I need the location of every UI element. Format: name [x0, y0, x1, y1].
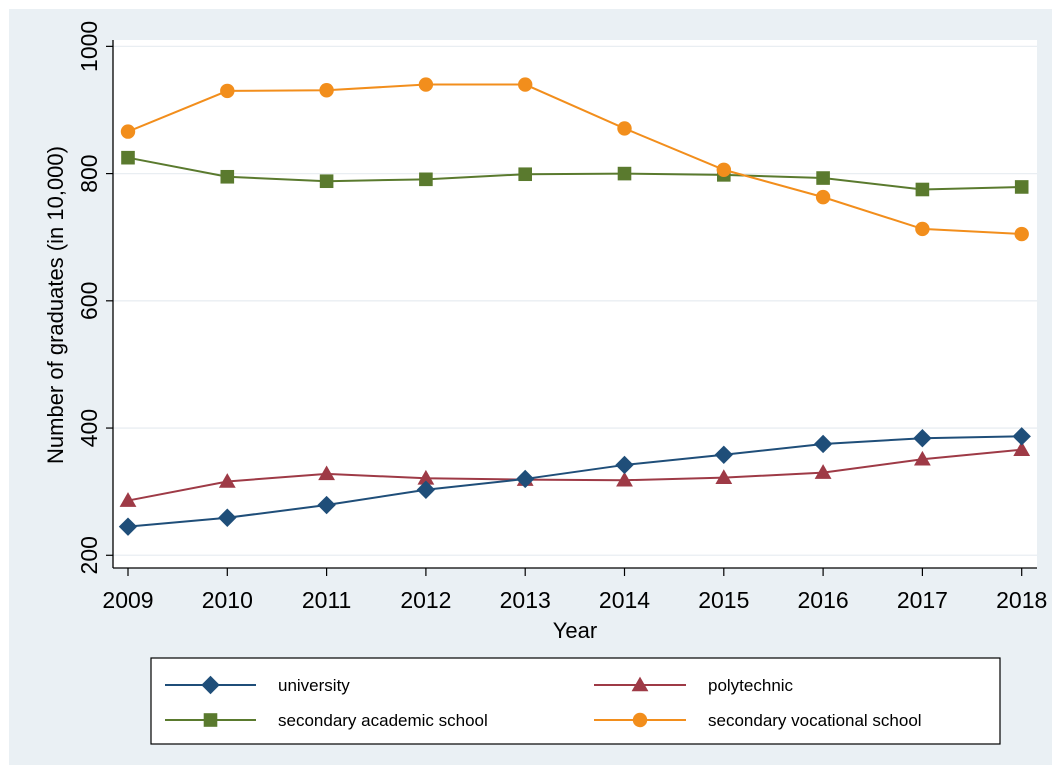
x-tick-label: 2017 — [897, 587, 948, 613]
series-secondary-vocational-school — [120, 77, 1029, 242]
y-tick-label: 400 — [76, 409, 102, 447]
data-point-university — [615, 455, 634, 475]
legend-label: university — [278, 676, 350, 695]
legend-item-secondary-academic-school: secondary academic school — [165, 711, 488, 730]
legend-item-secondary-vocational-school: secondary vocational school — [594, 711, 922, 730]
data-point-university — [118, 517, 138, 536]
data-point-polytechnic — [616, 471, 633, 487]
data-point-polytechnic — [417, 469, 435, 485]
y-tick-label: 200 — [76, 536, 102, 574]
legend-marker — [203, 713, 218, 727]
x-axis-title: Year — [553, 618, 597, 643]
data-point-secondary-academic-school — [220, 169, 235, 184]
data-point-secondary-vocational-school — [418, 77, 434, 92]
series-line-secondary-academic-school — [127, 156, 1022, 191]
data-point-secondary-vocational-school — [617, 121, 632, 136]
data-point-university — [913, 429, 932, 448]
series-line-polytechnic — [127, 448, 1022, 502]
series-layer — [118, 77, 1031, 536]
legend-label: polytechnic — [708, 676, 794, 695]
data-point-secondary-vocational-school — [1014, 226, 1029, 242]
data-point-polytechnic — [814, 464, 832, 479]
series-polytechnic — [119, 441, 1031, 507]
y-tick-label: 600 — [76, 282, 102, 320]
data-point-polytechnic — [1013, 441, 1031, 456]
x-tick-label: 2010 — [202, 587, 253, 613]
data-point-university — [714, 445, 733, 464]
legend-label: secondary academic school — [278, 711, 488, 730]
x-tick-label: 2014 — [599, 587, 650, 613]
data-point-secondary-academic-school — [419, 172, 433, 187]
x-tick-label: 2012 — [400, 587, 451, 613]
x-tick-label: 2015 — [698, 587, 749, 613]
data-point-university — [317, 495, 336, 515]
legend-item-polytechnic: polytechnic — [594, 676, 794, 695]
data-point-secondary-academic-school — [518, 167, 532, 182]
data-point-secondary-academic-school — [915, 182, 930, 197]
data-point-secondary-vocational-school — [518, 77, 533, 92]
series-line-secondary-vocational-school — [127, 83, 1022, 236]
legend-marker — [631, 676, 649, 692]
data-point-polytechnic — [914, 450, 931, 466]
x-tick-label: 2009 — [102, 587, 153, 613]
data-point-secondary-vocational-school — [319, 83, 334, 98]
data-point-university — [416, 480, 436, 499]
data-point-secondary-academic-school — [121, 150, 135, 165]
data-point-university — [813, 434, 833, 454]
legend-marker — [632, 712, 648, 728]
data-point-polytechnic — [218, 473, 236, 488]
x-tick-label: 2016 — [798, 587, 849, 613]
data-point-university — [1012, 427, 1031, 446]
data-point-secondary-academic-school — [816, 171, 830, 185]
y-tick-label: 800 — [76, 154, 102, 192]
data-point-secondary-academic-school — [319, 174, 334, 189]
data-point-polytechnic — [318, 465, 335, 481]
data-point-polytechnic — [715, 469, 733, 484]
data-point-secondary-vocational-school — [815, 189, 831, 205]
data-point-polytechnic — [119, 492, 137, 507]
data-point-university — [218, 508, 237, 527]
legend-item-university: university — [165, 675, 350, 695]
x-tick-label: 2013 — [500, 587, 551, 613]
series-line-university — [127, 435, 1022, 528]
data-point-secondary-academic-school — [1014, 180, 1029, 194]
y-tick-label: 1000 — [76, 21, 102, 72]
data-point-secondary-vocational-school — [716, 162, 731, 177]
x-tick-label: 2018 — [996, 587, 1047, 613]
y-axis-title: Number of graduates (in 10,000) — [43, 146, 68, 464]
y-axis-ticks: 200 400 600 800 1000 — [76, 21, 113, 574]
data-point-secondary-vocational-school — [120, 124, 136, 139]
x-tick-label: 2011 — [302, 587, 351, 613]
x-axis-ticks: 2009 2010 2011 2012 2013 2014 2015 2016 2017 2018 — [102, 568, 1047, 613]
data-point-university — [516, 469, 535, 489]
plot-area — [113, 40, 1037, 568]
data-point-secondary-academic-school — [617, 166, 632, 181]
legend-label: secondary vocational school — [708, 711, 922, 730]
legend: university polytechnic secondary academic … — [165, 675, 922, 730]
legend-marker — [201, 675, 220, 695]
data-point-secondary-vocational-school — [915, 221, 930, 237]
series-university — [118, 427, 1031, 536]
legend-box — [150, 657, 1001, 745]
gridlines — [113, 45, 1037, 556]
data-point-secondary-vocational-school — [220, 83, 235, 99]
